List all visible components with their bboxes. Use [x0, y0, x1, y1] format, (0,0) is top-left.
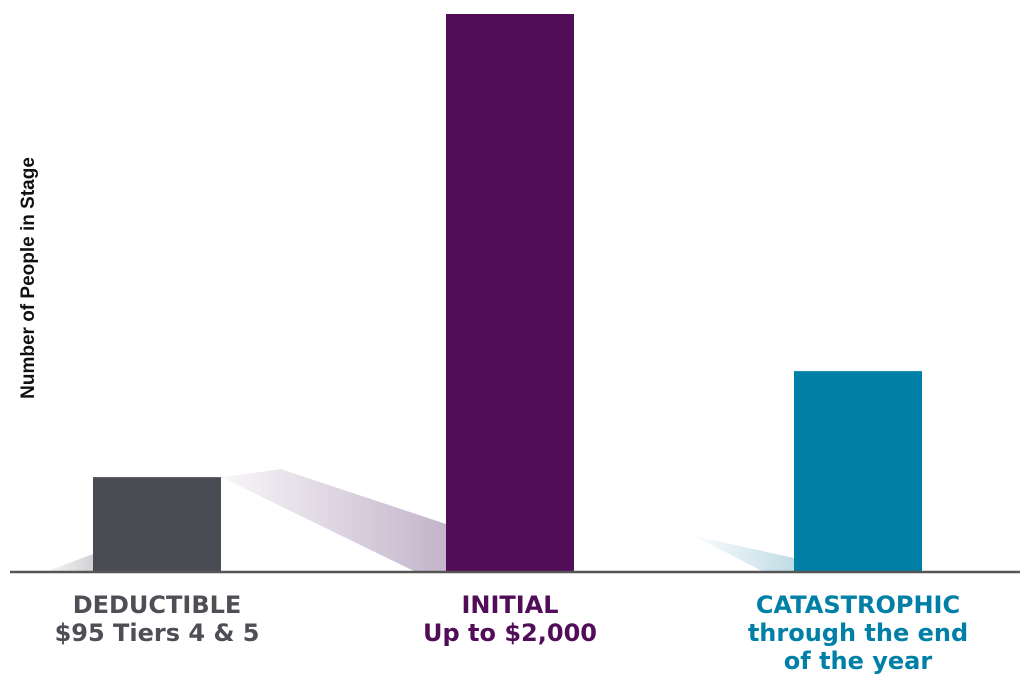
- category-label-line: CATASTROPHIC: [756, 591, 960, 619]
- category-label-line: $95 Tiers 4 & 5: [55, 619, 260, 647]
- bar-shadow-2: [694, 536, 794, 572]
- bar-shadow-1: [221, 469, 446, 572]
- category-label-line: of the year: [784, 647, 933, 675]
- bar-catastrophic: [794, 371, 922, 572]
- category-label-line: Up to $2,000: [423, 619, 597, 647]
- category-labels: DEDUCTIBLE $95 Tiers 4 & 5 INITIAL Up to $2…: [55, 591, 969, 675]
- category-label-deductible: DEDUCTIBLE $95 Tiers 4 & 5: [55, 591, 260, 647]
- category-label-line: through the end: [748, 619, 968, 647]
- category-label-catastrophic: CATASTROPHIC through the end of the year: [748, 591, 968, 675]
- category-label-line: DEDUCTIBLE: [73, 591, 242, 619]
- bar-initial: [446, 14, 574, 572]
- category-label-initial: INITIAL Up to $2,000: [423, 591, 597, 647]
- y-axis-label: Number of People in Stage: [18, 157, 39, 399]
- bars: [93, 14, 922, 572]
- category-label-line: INITIAL: [461, 591, 558, 619]
- bar-deductible: [93, 477, 221, 572]
- bar-shadow-0: [45, 554, 93, 572]
